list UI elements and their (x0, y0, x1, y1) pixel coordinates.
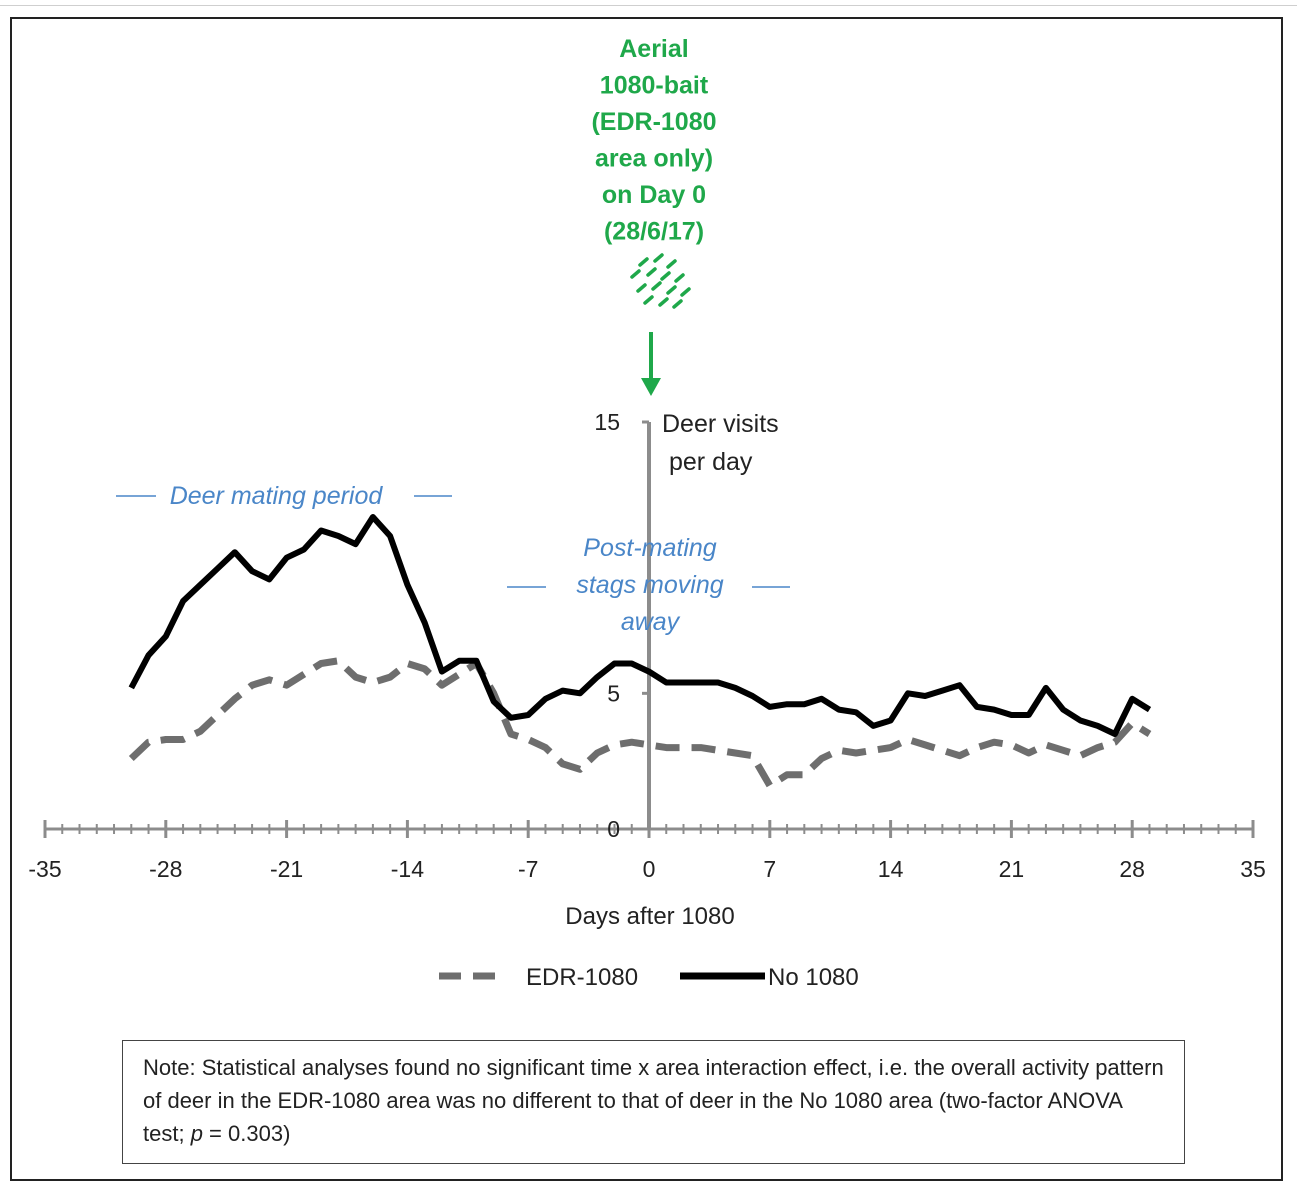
bait-event-line: area only) (595, 145, 713, 173)
legend-edr-label: EDR-1080 (526, 964, 638, 991)
bait-event-annotation: Aerial 1080-bait (EDR-1080 area only) on Day… (591, 35, 716, 246)
legend-no1080-label: No 1080 (768, 964, 859, 991)
series-layer (128, 514, 1152, 790)
note-p-value: = 0.303) (202, 1121, 291, 1146)
figure-frame (10, 17, 1283, 1181)
x-axis-label: Days after 1080 (565, 903, 734, 930)
bait-event-line: Aerial (619, 35, 688, 63)
x-tick-label: -14 (391, 856, 424, 882)
bait-pellet (643, 295, 654, 305)
bait-pellet (630, 269, 641, 279)
bait-pellet (672, 299, 683, 309)
x-tick-label: -35 (28, 856, 61, 882)
x-tick-label: 0 (643, 856, 656, 882)
top-divider (0, 5, 1297, 6)
bait-pellet (651, 281, 662, 291)
post-mating-label-line: away (621, 608, 681, 636)
bait-pellets-icon (630, 253, 691, 309)
chart-axes: -35 -28 -21 -14 -7 0 7 14 21 28 35 0 5 15 (28, 409, 1265, 882)
bait-pellet (666, 259, 677, 269)
x-tick-label: 14 (878, 856, 904, 882)
bait-event-line: (28/6/17) (604, 218, 704, 246)
post-mating-label-line: stags moving (576, 571, 723, 599)
x-tick-label: 28 (1119, 856, 1145, 882)
period-labels: Deer mating period Post-mating stags movin… (116, 482, 790, 636)
bait-pellet (638, 257, 649, 267)
bait-pellet (680, 287, 691, 297)
y-tick-label: 5 (607, 680, 620, 706)
note-box: Note: Statistical analyses found no sign… (122, 1040, 1185, 1164)
bait-pellet (660, 271, 671, 281)
legend: EDR-1080 No 1080 (439, 964, 859, 991)
bait-pellet (674, 273, 685, 283)
note-text: Note: Statistical analyses found no sign… (143, 1055, 1164, 1146)
bait-event-line: on Day 0 (602, 181, 706, 209)
mating-period-label: Deer mating period (170, 482, 384, 510)
y-tick-label: 0 (607, 816, 620, 842)
x-tick-label: -28 (149, 856, 182, 882)
y-axis-label-line: Deer visits (662, 410, 779, 438)
bait-pellet (653, 253, 664, 263)
bait-event-line: (EDR-1080 (591, 108, 716, 136)
bait-pellet (636, 283, 647, 293)
bait-event-line: 1080-bait (600, 72, 709, 100)
y-axis-label-line: per day (669, 448, 753, 476)
bait-pellet (666, 285, 677, 295)
series-edr-1080-line (128, 657, 1152, 790)
bait-pellet (646, 267, 657, 277)
y-tick-label: 15 (594, 409, 620, 435)
note-p-symbol: p (190, 1121, 203, 1146)
x-tick-label: -7 (518, 856, 538, 882)
x-tick-label: 35 (1240, 856, 1266, 882)
bait-arrow-icon (641, 332, 661, 396)
y-axis-label: Deer visits per day (662, 410, 779, 476)
series-no-1080-line (128, 514, 1152, 737)
x-tick-label: 21 (999, 856, 1025, 882)
post-mating-label-line: Post-mating (583, 534, 716, 562)
x-tick-label: 7 (763, 856, 776, 882)
bait-pellet (658, 297, 669, 307)
x-tick-label: -21 (270, 856, 303, 882)
